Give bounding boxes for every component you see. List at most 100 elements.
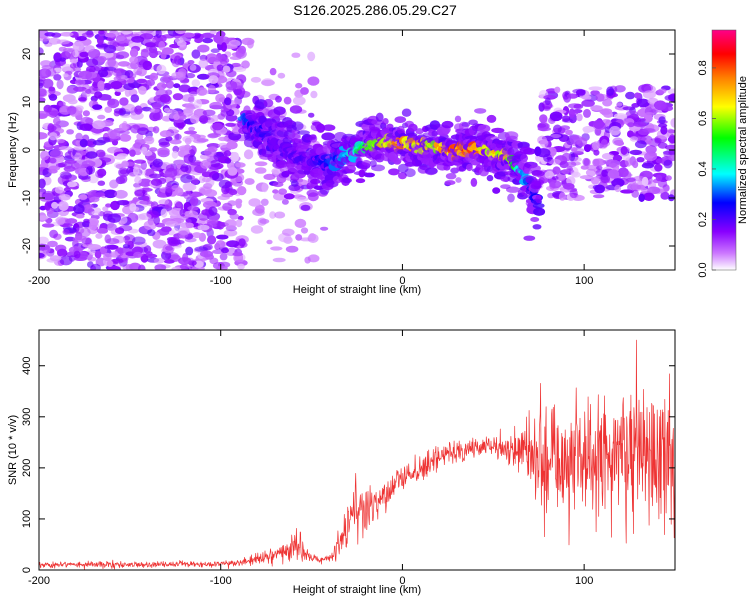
spectrogram-cell [150, 178, 162, 186]
spectrogram-cell [591, 141, 600, 151]
spectrogram-cell [103, 44, 117, 54]
spectrogram-cell [616, 102, 623, 107]
spectrogram-cell [283, 96, 292, 105]
spectrogram-cell [180, 164, 189, 173]
spectrogram-cell [309, 134, 317, 139]
spectrogram-cell [631, 189, 639, 198]
spectrogram-cell [129, 203, 137, 212]
spectrogram-cell [620, 146, 628, 155]
spectrogram-cell [92, 139, 106, 146]
spectrogram-cell [162, 74, 172, 84]
spectrogram-cell [252, 208, 265, 216]
snr-x-label: Height of straight line (km) [293, 584, 421, 596]
spectrogram-cell [576, 113, 583, 122]
spectrogram-cell [657, 142, 668, 149]
spectrogram-cell [59, 57, 66, 62]
spectrogram-cell [84, 45, 95, 52]
spectrogram-cell [600, 139, 608, 148]
spectrogram-cell [189, 91, 198, 97]
spectrogram-cell [56, 39, 70, 45]
spectrogram-cell [193, 99, 203, 109]
spectrogram-cell [74, 152, 82, 162]
spectrogram-cell [308, 233, 316, 242]
spectrogram-cell [272, 257, 286, 263]
spectrogram-cell [216, 265, 228, 270]
spectrogram-cell [455, 177, 462, 183]
spectrogram-cell [188, 155, 197, 163]
spectrogram-cell [81, 32, 95, 38]
spectrogram-cell [95, 233, 103, 239]
spectrogram-cell [209, 101, 223, 110]
spectrogram-cell [157, 147, 170, 155]
spectrogram-cell [76, 59, 83, 68]
spectrogram-cell [561, 152, 572, 162]
spectrogram-cell [272, 189, 279, 194]
spectrogram-cell [300, 204, 311, 211]
spectrogram-cell [127, 212, 139, 223]
spectrogram-cell [39, 178, 46, 189]
spectrogram-cell [97, 80, 105, 90]
spectrogram-cell [117, 247, 124, 255]
spectrogram-cell [198, 186, 213, 195]
spectrogram-cell [63, 165, 76, 172]
spectrogram-cell [79, 138, 88, 148]
spectrogram-cell [179, 263, 189, 270]
spectrogram-cell [179, 208, 186, 217]
spectrogram-cell [369, 123, 382, 132]
spectrogram-cell [171, 150, 179, 159]
spectrogram-cell [563, 183, 575, 190]
spectrogram-cell [316, 123, 326, 133]
spectrogram-cell [611, 178, 625, 188]
spectrogram-cell [213, 57, 221, 62]
spectrogram-cell [644, 112, 655, 117]
spectrogram-cell [222, 202, 233, 211]
spectrogram-cell [654, 137, 662, 144]
spectrogram-cell [165, 164, 175, 172]
spectrogram-cell [342, 177, 352, 184]
colorbar-gradient [712, 30, 736, 270]
spectrogram-cell [625, 177, 636, 182]
spectrogram-cell [200, 159, 212, 169]
y-tick-label: 0 [21, 567, 33, 573]
spectrogram-cell [533, 207, 546, 216]
spectrogram-cell [134, 189, 148, 197]
spectrogram-cell [670, 118, 675, 128]
spectrogram-cell [129, 149, 136, 157]
spectrogram-cell [96, 228, 109, 234]
colorbar-tick-label: 0.2 [697, 212, 709, 227]
spectrogram-cell [48, 165, 61, 171]
spectrogram-cell [119, 174, 128, 184]
spectrogram-cell [160, 208, 168, 218]
spectrogram-cell [655, 158, 665, 164]
spectrogram-cell [300, 227, 309, 234]
spectrogram-cell [146, 79, 155, 86]
spectrogram-cell [371, 164, 385, 172]
spectrogram-cell [64, 159, 77, 164]
spectrogram-cell [308, 112, 315, 118]
spectrogram-cell [643, 173, 652, 178]
spectrogram-cell [241, 60, 250, 69]
spectrogram-cell [56, 138, 65, 144]
spectrogram-cell [208, 133, 222, 138]
spectrogram-cell [261, 79, 275, 86]
spectrogram-cell [58, 146, 73, 151]
spectrogram-cell [254, 167, 267, 174]
spectrogram-cell [73, 250, 81, 259]
spectrogram-cell [523, 148, 536, 155]
spectrogram-cell [295, 234, 303, 241]
spectrogram-cell [158, 40, 166, 51]
spectrogram-cell [201, 177, 212, 183]
spectrogram-cell [183, 190, 192, 200]
spectrogram-cell [608, 169, 620, 179]
spectrogram-cell [162, 47, 174, 55]
spectrogram-cell [441, 120, 454, 129]
spectrogram-cell [660, 191, 670, 200]
spectrogram-cell [600, 174, 611, 183]
spectrogram-cell [590, 105, 603, 111]
spectrogram-cell [175, 71, 186, 81]
spectrogram-cell [165, 245, 174, 251]
spectrogram-cell [144, 42, 156, 48]
spectrogram-cell [159, 130, 172, 138]
spectrogram-cell [159, 94, 171, 103]
spectrogram-cell [275, 95, 282, 103]
